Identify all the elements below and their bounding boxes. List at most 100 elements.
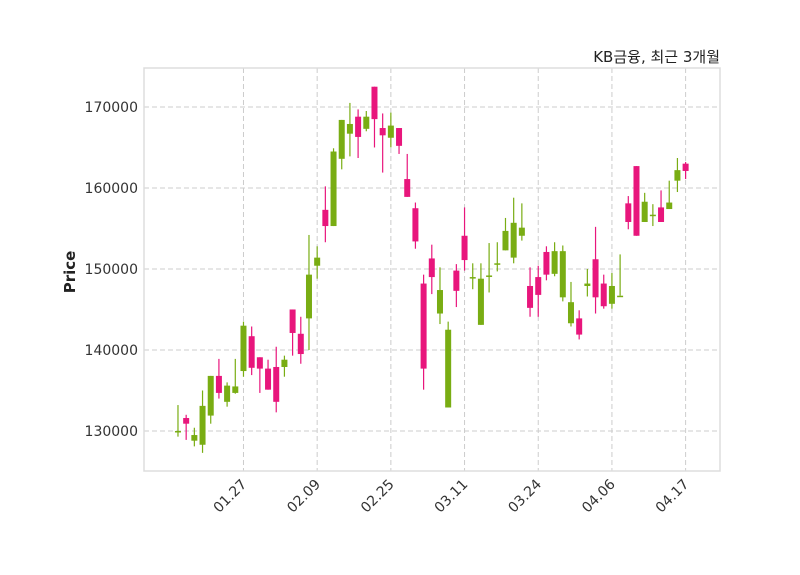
candle	[289, 309, 296, 356]
candle-body	[404, 179, 411, 197]
candle-body	[412, 208, 419, 242]
candle-body	[436, 290, 443, 314]
candle-body	[207, 375, 214, 416]
candle-body	[535, 277, 542, 295]
candle	[207, 375, 214, 424]
candle-body	[625, 203, 632, 222]
candle	[305, 234, 312, 350]
candle	[281, 355, 288, 377]
x-tick-label: 03.11	[432, 477, 472, 517]
candle	[314, 246, 321, 279]
x-tick-label: 02.25	[358, 477, 398, 517]
candle	[191, 427, 198, 447]
candle-body	[215, 375, 222, 393]
candle-body	[502, 230, 509, 251]
candle-body	[338, 119, 345, 159]
candle-body	[322, 209, 329, 227]
candle	[502, 217, 509, 251]
candle-body	[494, 263, 501, 265]
candle-body	[682, 163, 689, 171]
plot-frame	[143, 67, 721, 472]
x-tick-label: 04.06	[579, 476, 619, 516]
candle-body	[477, 278, 484, 325]
candle	[322, 186, 329, 243]
candle	[428, 244, 435, 295]
candle-body	[658, 207, 665, 222]
candle-body	[674, 170, 681, 181]
candle-body	[543, 251, 550, 275]
x-tick-labels: 01.27 02.09 02.25 03.11 03.24 04.06 04.17	[211, 476, 693, 516]
candle	[174, 405, 181, 437]
candle-body	[289, 309, 296, 333]
y-tick-label: 130000	[85, 424, 138, 440]
candle-body	[633, 166, 640, 236]
x-tick-label: 03.24	[505, 476, 545, 516]
candle	[510, 197, 517, 264]
candle-body	[649, 214, 656, 217]
candle-body	[314, 257, 321, 266]
candle-body	[355, 116, 362, 137]
candle-body	[428, 258, 435, 278]
candle	[436, 267, 443, 325]
candle	[567, 281, 574, 327]
candle	[527, 267, 534, 317]
candle	[256, 357, 263, 393]
candle	[518, 203, 525, 241]
candle	[199, 390, 206, 453]
y-tick-label: 160000	[85, 181, 138, 197]
candle-body	[567, 302, 574, 324]
y-tick-labels: 130000 140000 150000 160000 170000	[85, 100, 138, 440]
x-tick-label: 01.27	[211, 477, 251, 517]
candle	[412, 202, 419, 249]
candle	[608, 273, 615, 309]
candle-body	[297, 333, 304, 355]
candle	[224, 382, 231, 407]
candle	[338, 119, 345, 170]
candle-body	[330, 151, 337, 227]
candle-body	[387, 125, 394, 138]
candle-body	[510, 222, 517, 258]
candle	[658, 190, 665, 222]
candle-body	[551, 251, 558, 274]
candle	[273, 346, 280, 413]
candle	[240, 321, 247, 377]
candle-body	[641, 201, 648, 222]
candle-body	[363, 116, 370, 129]
candle	[682, 162, 689, 180]
candle-body	[600, 283, 607, 307]
candle	[330, 148, 337, 227]
candle	[633, 166, 640, 236]
candle-body	[379, 128, 386, 136]
candle	[461, 207, 468, 271]
candle	[559, 245, 566, 302]
candle-body	[617, 295, 624, 298]
candle	[666, 180, 673, 210]
candle	[649, 204, 656, 227]
candle-body	[256, 357, 263, 369]
candle-body	[371, 86, 378, 120]
candle-body	[305, 274, 312, 319]
candle	[346, 102, 353, 157]
candle-body	[518, 227, 525, 236]
candle-body	[527, 285, 534, 308]
x-tick-label: 04.17	[653, 477, 693, 517]
candle-body	[584, 283, 591, 286]
chart-title: KB금융, 최근 3개월	[593, 48, 720, 66]
candle-body	[248, 336, 255, 368]
candle	[183, 414, 190, 440]
candles	[174, 86, 689, 453]
candle-body	[453, 270, 460, 291]
candle	[477, 263, 484, 325]
candle	[584, 268, 591, 297]
candle	[215, 358, 222, 399]
candle-body	[420, 283, 427, 369]
candle-body	[183, 418, 190, 424]
candle	[371, 86, 378, 148]
candle	[248, 326, 255, 376]
candle-body	[199, 405, 206, 445]
y-tick-label: 140000	[85, 343, 138, 359]
candle	[576, 310, 583, 340]
candle	[617, 254, 624, 298]
candle-body	[232, 386, 239, 393]
